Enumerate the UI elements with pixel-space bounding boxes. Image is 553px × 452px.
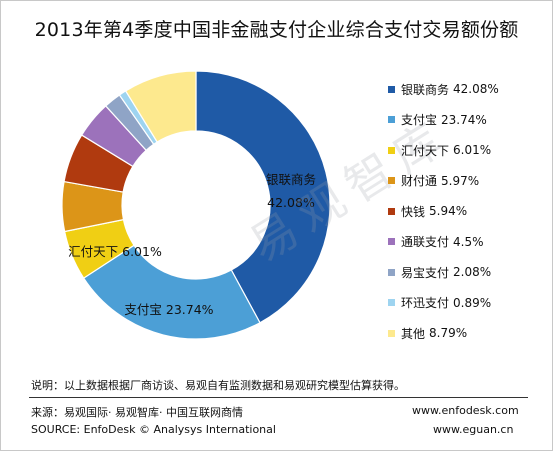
- explanation-note: 说明：以上数据根据厂商访谈、易观自有监测数据和易观研究模型估算获得。: [31, 379, 405, 392]
- legend-item-chinapnr: 汇付天下 6.01%: [388, 140, 491, 160]
- legend-item-other: 其他 8.79%: [388, 323, 467, 343]
- url-enfodesk: www.enfodesk.com: [412, 404, 519, 417]
- legend-value: 2.08%: [453, 265, 492, 279]
- slice-labels: 银联商务 42.08% 支付宝 23.74% 汇付天下 6.01%: [68, 172, 316, 317]
- legend-value: 42.08%: [453, 82, 499, 96]
- legend-swatch: [388, 116, 395, 123]
- legend-label: 快钱: [401, 204, 426, 219]
- label-chinapnr: 汇付天下 6.01%: [68, 244, 162, 259]
- legend-value: 8.79%: [429, 326, 468, 340]
- source-en: SOURCE: EnfoDesk © Analysys Internationa…: [31, 423, 276, 436]
- label-alipay: 支付宝 23.74%: [124, 302, 213, 317]
- legend-label: 其他: [401, 326, 426, 341]
- legend-value: 6.01%: [453, 143, 492, 157]
- slice-other: [124, 70, 197, 143]
- legend-item-allinpay: 通联支付 4.5%: [388, 232, 484, 252]
- legend-swatch: [388, 329, 395, 337]
- legend-swatch: [388, 146, 395, 154]
- slice-alipay: [82, 244, 261, 340]
- label-chinaums-value: 42.08%: [267, 195, 315, 210]
- slice-chinaums: [195, 70, 331, 324]
- chart-title: 2013年第4季度中国非金融支付企业综合支付交易额份额: [34, 19, 519, 41]
- legend-swatch: [388, 207, 395, 215]
- legend-value: 23.74%: [441, 112, 487, 127]
- legend-item-chinaums: 银联商务 42.08%: [388, 79, 499, 99]
- divider: [29, 397, 528, 398]
- legend-swatch: [388, 177, 395, 184]
- legend-swatch: [388, 299, 395, 306]
- legend-value: 0.89%: [453, 295, 492, 310]
- source-cn: 来源：易观国际· 易观智库· 中国互联网商情: [31, 406, 243, 419]
- legend-swatch: [388, 85, 395, 93]
- legend-swatch: [388, 268, 395, 276]
- legend-swatch: [388, 238, 395, 245]
- legend-label: 环迅支付: [401, 296, 450, 310]
- legend-label: 支付宝: [401, 113, 438, 127]
- legend-item-yeepay: 易宝支付 2.08%: [388, 262, 491, 282]
- legend-label: 银联商务: [401, 82, 450, 97]
- legend-value: 5.94%: [429, 204, 468, 218]
- legend-label: 通联支付: [401, 235, 450, 249]
- legend-label: 易宝支付: [401, 265, 450, 280]
- url-eguan: www.eguan.cn: [433, 423, 514, 436]
- legend-label: 财付通: [401, 174, 438, 188]
- legend-value: 4.5%: [453, 234, 484, 249]
- legend-label: 汇付天下: [401, 143, 450, 158]
- legend-item-tenpay: 财付通 5.97%: [388, 171, 479, 191]
- legend-item-ips: 环迅支付 0.89%: [388, 293, 491, 313]
- legend-item-99bill: 快钱 5.94%: [388, 201, 467, 221]
- legend-value: 5.97%: [441, 173, 480, 188]
- label-chinaums-name: 银联商务: [266, 172, 316, 187]
- donut-slices: [61, 70, 331, 340]
- legend-item-alipay: 支付宝 23.74%: [388, 110, 487, 130]
